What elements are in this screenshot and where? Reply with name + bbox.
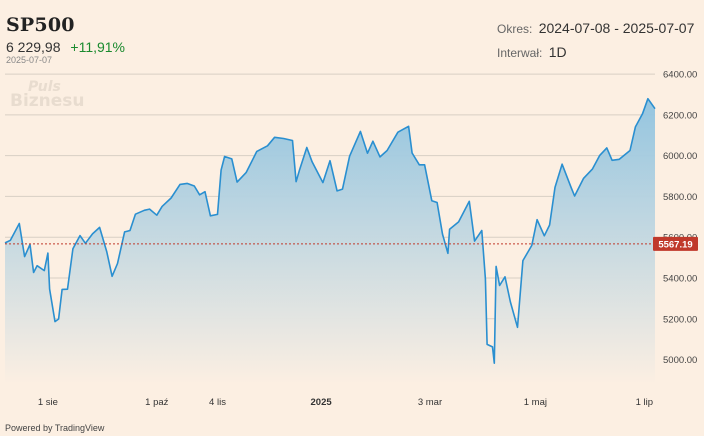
y-tick-label: 5400.00 [663,273,697,284]
last-price: 6 229,98 [6,39,61,55]
ticker-symbol: SP500 [6,14,75,36]
powered-by-tradingview[interactable]: Powered by TradingView [5,423,105,433]
x-tick-label: 1 maj [524,397,547,408]
x-tick-label: 1 paź [145,397,168,408]
x-tick-label: 1 sie [38,397,58,408]
x-tick-label: 1 lip [636,397,653,408]
y-tick-label: 6400.00 [663,70,697,81]
logo-line-1: Puls [28,79,61,95]
period-row: Okres: 2024-07-08 - 2025-07-07 [497,20,694,36]
period-label: Okres: [497,22,533,36]
price-change: +11,91% [70,39,126,55]
x-tick-label: 3 mar [418,397,442,408]
instrument-header: SP500 6 229,98 +11,91% 2025-07-07 [6,14,125,65]
price-line-series [4,97,656,364]
y-tick-label: 6000.00 [663,151,697,162]
price-chart[interactable]: 5000.005200.005400.005600.005800.006000.… [0,0,704,420]
x-tick-label: 2025 [311,397,333,408]
price-row: 6 229,98 +11,91% [6,39,125,55]
reference-label-box [653,236,698,251]
as-of-date: 2025-07-07 [6,55,53,65]
interval-label: Interwał: [497,46,543,60]
y-tick-label: 5000.00 [663,355,697,366]
logo-line-2: Biznesu [10,91,85,111]
price-area-fill [5,98,655,384]
chart-settings: Okres: 2024-07-08 - 2025-07-07 Interwał:… [497,20,694,60]
y-tick-label: 5200.00 [663,314,697,325]
y-tick-label: 6200.00 [663,110,697,121]
reference-label: 5567.19 [658,239,692,250]
y-tick-label: 5800.00 [663,192,697,203]
period-value[interactable]: 2024-07-08 - 2025-07-07 [538,20,695,36]
interval-row: Interwał: 1D [497,44,694,60]
interval-value[interactable]: 1D [548,44,567,60]
puls-biznesu-logo: Puls Biznesu [10,79,85,111]
x-tick-label: 4 lis [209,397,226,408]
